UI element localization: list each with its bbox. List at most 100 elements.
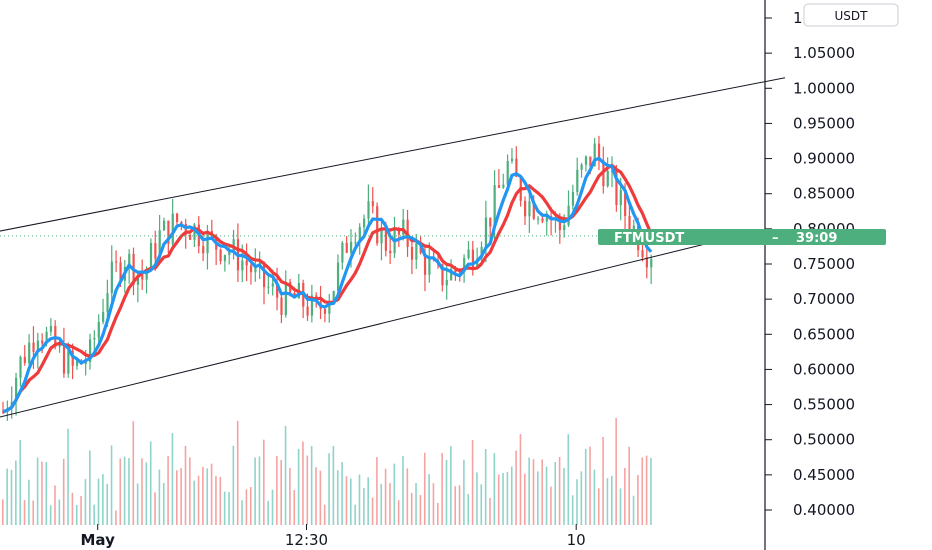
volume-bar (2, 499, 4, 525)
volume-bar (315, 467, 317, 525)
candle-body (332, 291, 335, 301)
channel-upper-line (0, 77, 786, 232)
volume-bar (167, 456, 169, 525)
volume-bar (458, 485, 461, 525)
candle-body (428, 258, 431, 275)
volume-bar (624, 467, 626, 525)
volume-bar (28, 479, 30, 525)
volume-bar (619, 488, 622, 525)
y-tick-label: 0.85000 (793, 185, 855, 203)
volume-bar (89, 450, 91, 525)
volume-bar (58, 499, 61, 525)
time-axis[interactable]: May 12:30 10 (81, 524, 586, 549)
x-tick-label: 10 (567, 531, 586, 549)
candle-body (415, 243, 418, 260)
candle-body (645, 257, 648, 268)
volume-bar (276, 455, 278, 525)
candle-body (28, 342, 31, 363)
candle-body (463, 258, 466, 273)
candle-body (97, 321, 100, 338)
volume-bar (162, 482, 165, 525)
volume-bar (141, 458, 143, 525)
y-tick-label: 0.65000 (793, 325, 855, 343)
volume-bar (558, 457, 561, 525)
candle-body (497, 185, 501, 188)
y-tick-label: 0.95000 (793, 114, 855, 132)
volume-bar (554, 462, 557, 525)
candle-body (276, 283, 279, 298)
volume-bar (158, 469, 161, 525)
volume-bar (110, 445, 113, 525)
volume-bar (471, 439, 474, 525)
candle-body (589, 156, 592, 167)
candle-body (193, 224, 196, 240)
moving-averages (2, 156, 653, 414)
volume-bar (358, 474, 361, 525)
volume-bar (180, 468, 182, 525)
candle-body (345, 242, 348, 253)
candle-body (606, 170, 609, 187)
volume-bar (476, 472, 478, 525)
candle-body (502, 184, 505, 188)
candle-body (441, 264, 444, 286)
volume-bar (532, 459, 535, 525)
candle-body (280, 297, 283, 315)
volume-bar (402, 456, 404, 525)
volume-bar (463, 459, 465, 525)
candle-body (158, 230, 161, 259)
volume-bar (563, 467, 565, 525)
candle-body (89, 339, 92, 362)
candle-body (245, 260, 248, 266)
volume-bar (567, 434, 570, 525)
candle-body (341, 242, 344, 263)
candle-body (154, 243, 157, 259)
volume-bar (215, 475, 217, 525)
volume-bar (228, 492, 230, 525)
candle-body (380, 228, 383, 244)
volume-bar (232, 445, 235, 525)
volume-bar (593, 469, 596, 525)
volume-bar (641, 457, 644, 525)
volume-bar (467, 494, 470, 525)
candle-body (67, 350, 70, 374)
volume-bar (576, 479, 578, 525)
price-axis[interactable]: 1.100001.050001.000000.950000.900000.850… (765, 9, 855, 519)
candle-body (171, 213, 174, 244)
candle-body (254, 264, 257, 273)
candle-body (149, 243, 153, 269)
label-separator: – (772, 231, 779, 246)
candle-body (402, 219, 405, 235)
candle-body (506, 161, 509, 185)
candle-body (384, 228, 387, 251)
candle-body (267, 286, 270, 288)
volume-bar (589, 446, 591, 525)
volume-bar (80, 495, 82, 525)
candle-body (354, 241, 357, 243)
volume-bar (323, 504, 326, 525)
candle-body (350, 241, 353, 253)
volume-bar (341, 462, 343, 525)
candle-body (584, 156, 588, 165)
volume-bar (236, 420, 239, 525)
channel-lower-line (0, 238, 725, 418)
candle-body (93, 337, 96, 340)
volume-bar (332, 445, 335, 525)
volume-bar (145, 462, 148, 525)
volume-bar (506, 472, 509, 525)
volume-bar (97, 478, 100, 525)
symbol-price-label[interactable]: FTMUSDT 39:09 – (598, 229, 886, 246)
volume-bar (480, 484, 483, 525)
candle-body (36, 340, 39, 352)
candle-body (271, 283, 274, 287)
volume-bar (293, 490, 296, 525)
candle-body (128, 253, 131, 267)
currency-badge[interactable]: USDT (803, 3, 899, 27)
volume-bar (176, 470, 178, 525)
volume-bar (280, 460, 282, 525)
volume-bar (602, 436, 604, 525)
trend-channel[interactable] (0, 77, 786, 419)
volume-bar (136, 483, 139, 525)
candle-body (249, 265, 253, 273)
symbol-name: FTMUSDT (614, 231, 684, 246)
